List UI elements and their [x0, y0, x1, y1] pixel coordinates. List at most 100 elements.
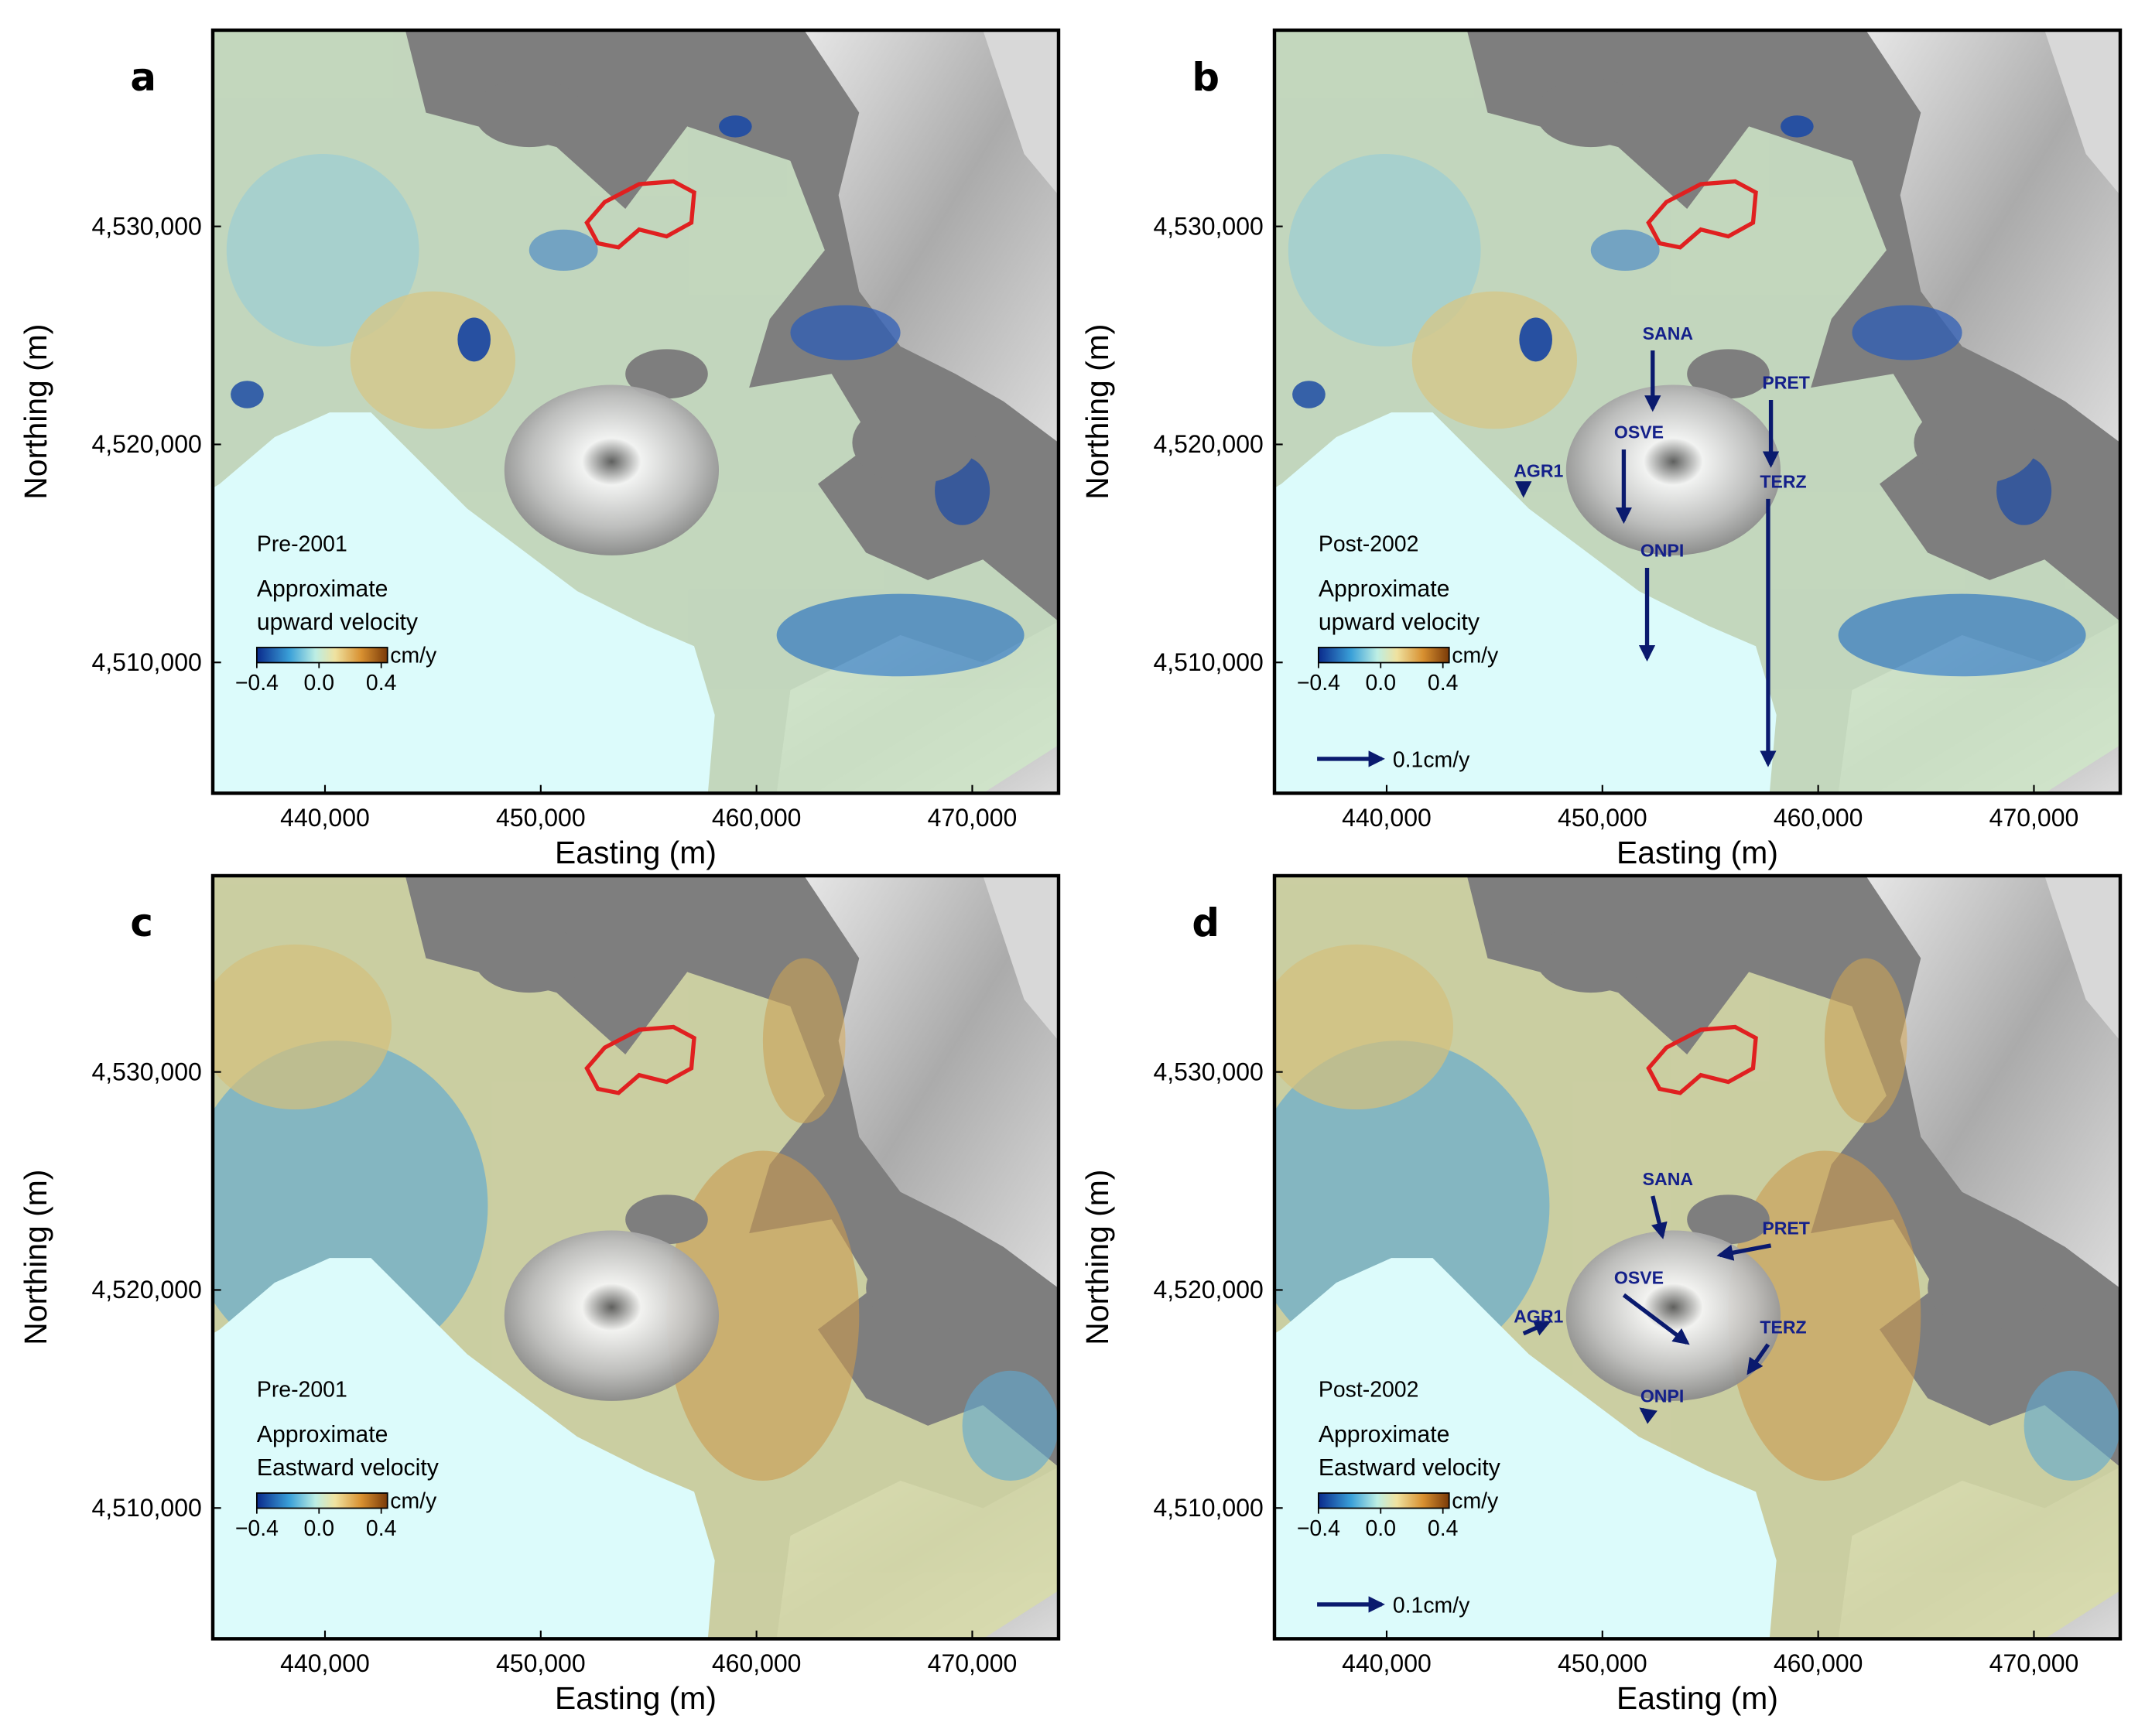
velocity-arrow	[1651, 1195, 1668, 1239]
panel-letter: c	[130, 900, 152, 945]
velocity-arrow	[1716, 1243, 1772, 1261]
colorbar-unit: cm/y	[1452, 644, 1499, 668]
map-frame	[210, 873, 1061, 1641]
y-tick-label: 4,520,000	[1153, 1276, 1263, 1304]
velocity-arrow	[1622, 1293, 1690, 1345]
colorbar-tick-label: −0.4	[1297, 671, 1340, 695]
colorbar-tick-label: −0.4	[235, 1516, 279, 1541]
x-tick-label: 440,000	[1342, 1649, 1432, 1677]
station-label: TERZ	[1760, 472, 1806, 492]
map-panel: d 440,000 450,000 460,000 470,000 4,510,000 4,…	[1079, 873, 2123, 1716]
panel-letter: a	[130, 55, 156, 100]
panel-letter: b	[1192, 55, 1220, 100]
colorbar-tick-label: 0.0	[304, 671, 335, 695]
y-tick-label: 4,530,000	[1153, 212, 1263, 240]
station-label: PRET	[1762, 373, 1810, 393]
x-tick-label: 450,000	[1558, 804, 1647, 832]
x-axis-label: Easting (m)	[1616, 835, 1778, 870]
colorbar-tick-label: 0.4	[1428, 671, 1459, 695]
x-tick-label: 470,000	[1989, 804, 2079, 832]
x-tick-label: 460,000	[1774, 804, 1863, 832]
map-frame	[1272, 28, 2123, 795]
station-label: AGR1	[1514, 461, 1563, 481]
y-tick-label: 4,510,000	[1153, 648, 1263, 676]
colorbar	[1317, 1492, 1450, 1509]
y-tick-label: 4,530,000	[91, 212, 201, 240]
station-label: AGR1	[1514, 1307, 1563, 1327]
legend-text: Approximate	[257, 576, 388, 602]
colorbar	[1317, 647, 1450, 664]
map-panel: b 440,000 450,000 460,000 470,000 4,510,000 4,…	[1079, 28, 2123, 870]
legend-text: upward velocity	[257, 610, 419, 635]
colorbar-tick-label: 0.0	[1366, 671, 1397, 695]
y-tick-label: 4,510,000	[1153, 1494, 1263, 1522]
velocity-arrow	[1639, 1407, 1658, 1424]
x-tick-label: 460,000	[712, 1649, 802, 1677]
colorbar-tick-label: 0.0	[304, 1516, 335, 1541]
colorbar-tick-label: 0.4	[1428, 1516, 1459, 1541]
station-label: PRET	[1762, 1218, 1810, 1239]
legend-period: Post-2002	[1319, 532, 1419, 557]
velocity-arrow	[1746, 1343, 1770, 1375]
x-tick-label: 450,000	[496, 804, 586, 832]
velocity-arrow	[1522, 1320, 1551, 1336]
map-frame	[210, 28, 1061, 795]
station-label: SANA	[1643, 323, 1694, 343]
station-label: ONPI	[1640, 541, 1684, 561]
legend-text: Approximate	[1319, 576, 1450, 602]
station-label: SANA	[1643, 1169, 1694, 1189]
scale-label: 0.1cm/y	[1393, 1594, 1470, 1618]
scale-label: 0.1cm/y	[1393, 748, 1470, 773]
station-label: TERZ	[1760, 1317, 1806, 1338]
y-tick-label: 4,520,000	[91, 1276, 201, 1304]
colorbar-tick-label: 0.4	[366, 1516, 397, 1541]
x-tick-label: 460,000	[712, 804, 802, 832]
y-tick-label: 4,520,000	[91, 430, 201, 458]
colorbar-tick-label: −0.4	[1297, 1516, 1340, 1541]
colorbar	[255, 647, 388, 664]
x-axis-label: Easting (m)	[555, 835, 717, 870]
x-tick-label: 440,000	[1342, 804, 1432, 832]
map-panel: a 440,000 450,000 460,000 470,000 4,510,000 4,…	[18, 28, 1061, 870]
x-axis-label: Easting (m)	[555, 1680, 717, 1716]
legend-text: Approximate	[257, 1422, 388, 1447]
map-image	[213, 30, 1059, 794]
y-tick-label: 4,520,000	[1153, 430, 1263, 458]
legend-period: Pre-2001	[257, 1378, 347, 1403]
y-axis-label: Northing (m)	[1079, 324, 1115, 500]
colorbar	[255, 1492, 388, 1509]
map-panel: c 440,000 450,000 460,000 470,000 4,510,000 4,…	[18, 873, 1061, 1716]
y-axis-label: Northing (m)	[18, 1170, 53, 1345]
colorbar-tick-label: 0.4	[366, 671, 397, 695]
y-axis-label: Northing (m)	[1079, 1170, 1115, 1345]
map-image	[1274, 30, 2120, 794]
x-tick-label: 470,000	[928, 804, 1018, 832]
legend-text: upward velocity	[1319, 610, 1480, 635]
colorbar-unit: cm/y	[390, 1489, 437, 1514]
legend-text: Eastward velocity	[1319, 1455, 1501, 1481]
legend-period: Pre-2001	[257, 532, 347, 557]
legend-text: Approximate	[1319, 1422, 1450, 1447]
y-tick-label: 4,530,000	[91, 1058, 201, 1085]
y-axis-label: Northing (m)	[18, 324, 53, 500]
x-tick-label: 460,000	[1774, 1649, 1863, 1677]
station-label: ONPI	[1640, 1386, 1684, 1406]
legend-text: Eastward velocity	[257, 1455, 440, 1481]
x-tick-label: 440,000	[280, 1649, 370, 1677]
x-tick-label: 470,000	[1989, 1649, 2079, 1677]
y-tick-label: 4,510,000	[91, 1494, 201, 1522]
legend-period: Post-2002	[1319, 1378, 1419, 1403]
y-tick-label: 4,530,000	[1153, 1058, 1263, 1085]
x-tick-label: 450,000	[1558, 1649, 1647, 1677]
station-label: OSVE	[1614, 422, 1664, 443]
colorbar-unit: cm/y	[390, 644, 437, 668]
x-tick-label: 450,000	[496, 1649, 586, 1677]
y-tick-label: 4,510,000	[91, 648, 201, 676]
colorbar-unit: cm/y	[1452, 1489, 1499, 1514]
station-label: OSVE	[1614, 1268, 1664, 1288]
x-tick-label: 470,000	[928, 1649, 1018, 1677]
x-axis-label: Easting (m)	[1616, 1680, 1778, 1716]
panel-letter: d	[1192, 900, 1220, 945]
colorbar-tick-label: 0.0	[1366, 1516, 1397, 1541]
